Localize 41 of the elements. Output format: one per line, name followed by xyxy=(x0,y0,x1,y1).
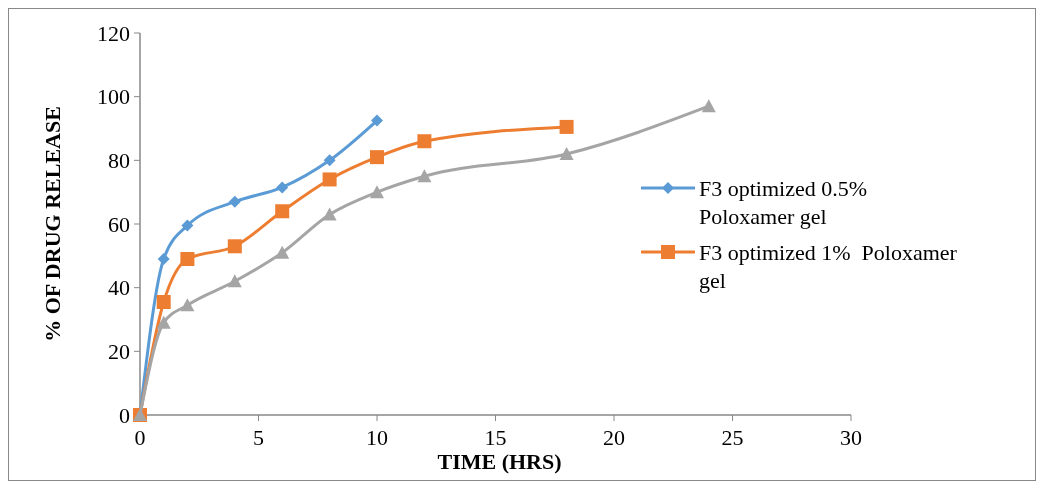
point xyxy=(181,219,194,232)
y-tick-label: 80 xyxy=(108,148,130,174)
point xyxy=(322,207,337,221)
x-tick-label: 5 xyxy=(253,425,264,450)
legend-label: F3 optimized 1% Poloxamer gel xyxy=(699,239,958,294)
x-axis-title: TIME (HRS) xyxy=(437,449,562,474)
point xyxy=(180,252,195,267)
x-tick-label: 0 xyxy=(134,425,146,450)
point xyxy=(180,298,195,312)
x-tick-label: 20 xyxy=(603,425,625,450)
point xyxy=(417,134,432,149)
x-tick-label: 25 xyxy=(721,425,744,450)
point xyxy=(157,253,170,266)
point xyxy=(227,274,242,288)
point xyxy=(227,239,242,254)
x-tick-label: 10 xyxy=(366,425,388,450)
y-tick-label: 20 xyxy=(108,339,130,365)
point xyxy=(228,195,241,208)
y-tick-label: 100 xyxy=(97,84,130,110)
point xyxy=(370,185,384,199)
point xyxy=(275,245,290,259)
y-tick-label: 120 xyxy=(97,20,130,46)
point xyxy=(323,154,336,167)
x-tick-label: 30 xyxy=(840,425,862,450)
point xyxy=(322,172,337,187)
y-axis-title: % OF DRUG RELEASE xyxy=(40,106,65,342)
y-tick-label: 60 xyxy=(108,211,130,237)
y-tick-label: 0 xyxy=(119,402,130,428)
point xyxy=(370,150,384,165)
y-tick-label: 40 xyxy=(108,275,130,301)
point xyxy=(417,169,432,183)
point xyxy=(275,204,290,219)
point xyxy=(156,294,171,309)
point xyxy=(276,181,289,194)
point xyxy=(701,99,716,113)
x-tick-label: 15 xyxy=(484,425,507,450)
point xyxy=(559,119,574,134)
point xyxy=(559,146,574,160)
point xyxy=(371,114,383,127)
legend-label: F3 optimized 0.5% Poloxamer gel xyxy=(699,175,868,230)
point xyxy=(156,315,171,329)
